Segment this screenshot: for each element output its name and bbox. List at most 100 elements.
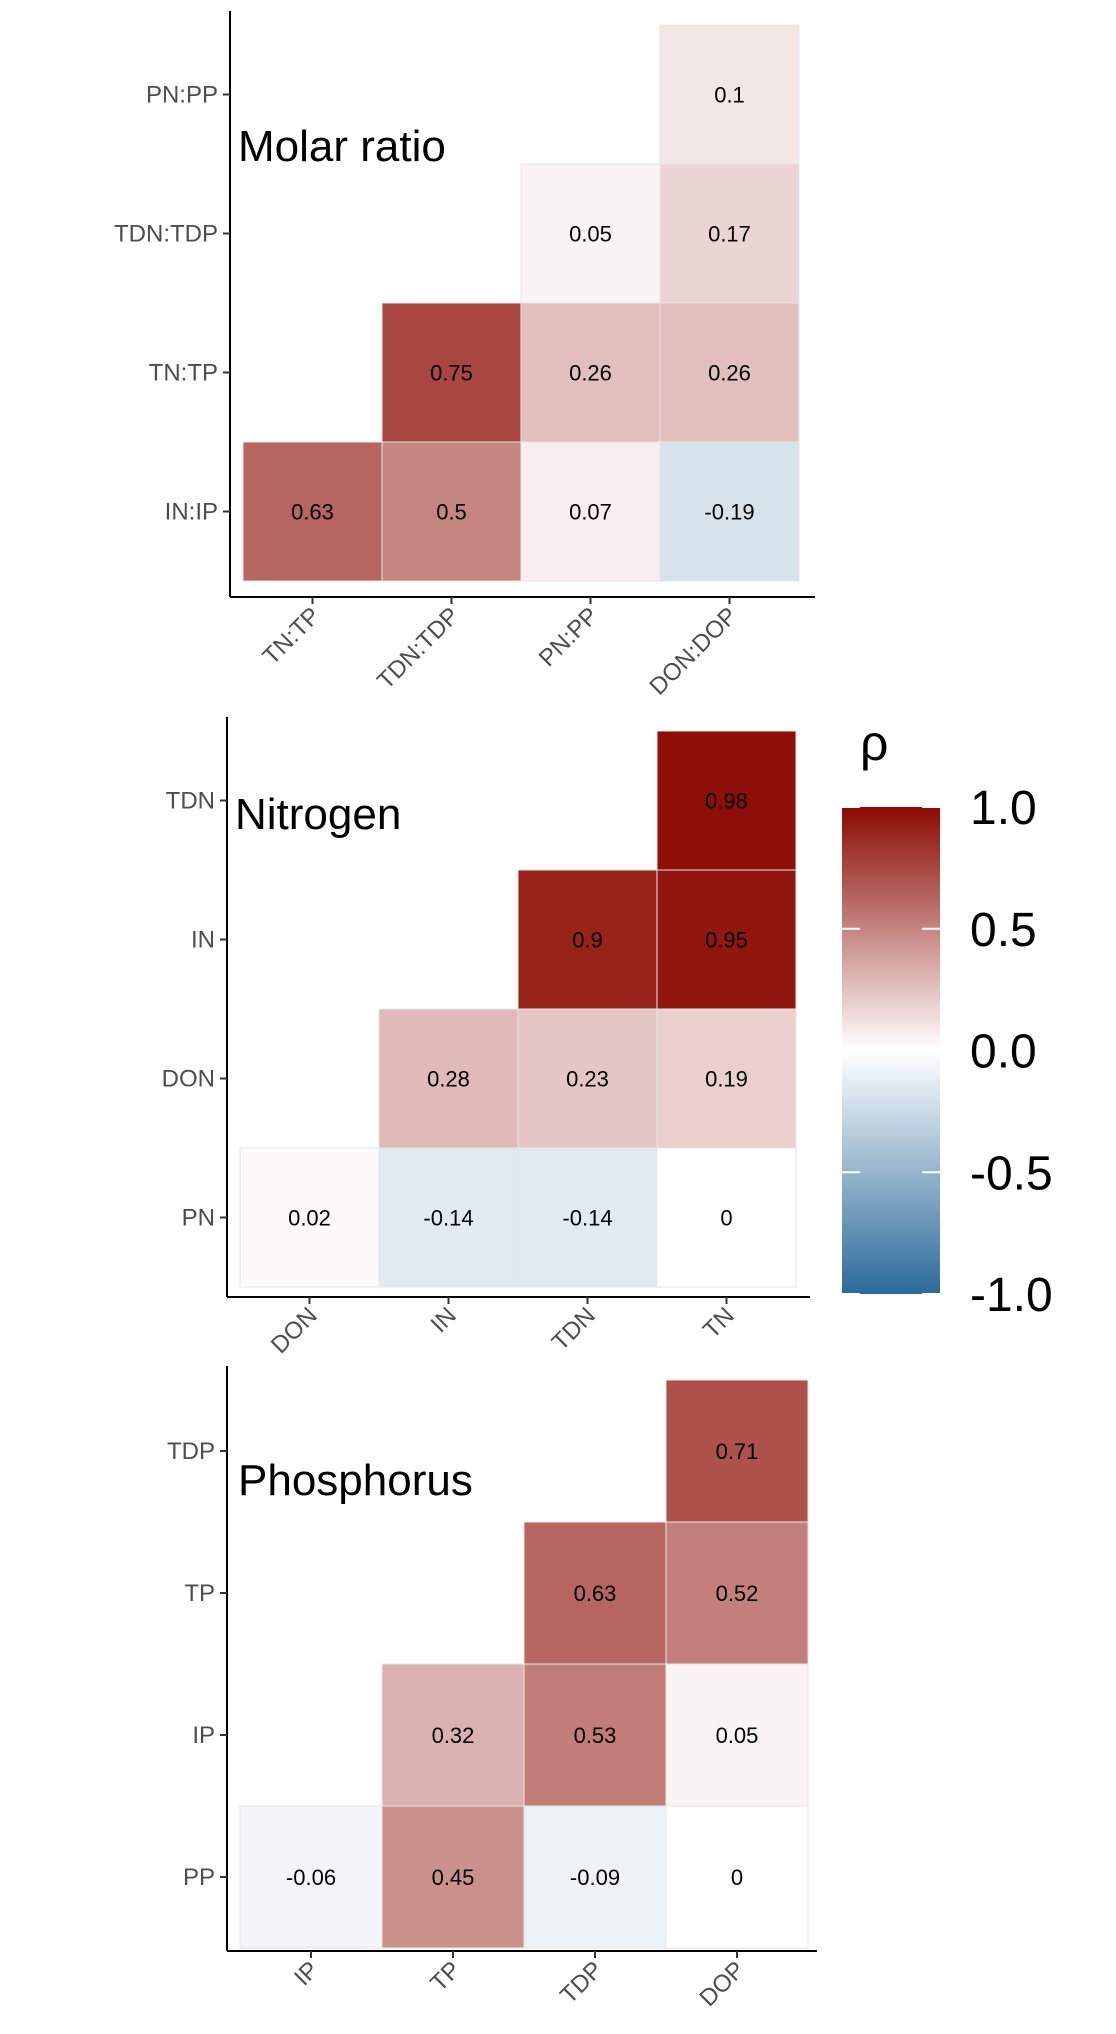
x-tick-label-tn-tp: TN:TP: [258, 602, 326, 670]
molar-ratio-cells: 0.63 0.5 0.07 -0.19 0.75 0.26 0.26 0.05 0.17 0.1: [242, 24, 800, 582]
heatmap-cell-tdn-tdp-tn-tp: [381, 302, 522, 443]
cell-value-label: 0: [720, 1206, 732, 1231]
heatmap-cell-in-don: [378, 1008, 519, 1149]
legend-tick-label: 0.0: [970, 1026, 1037, 1079]
y-tick-label-pn-pp: PN:PP: [146, 82, 218, 109]
x-tick-label-ip: IP: [289, 1956, 324, 1991]
heatmap-cell-tdp-ip: [523, 1663, 667, 1807]
x-tick-label-don-dop: DON:DOP: [644, 602, 742, 700]
y-tick-label-pn: PN: [182, 1205, 215, 1232]
cell-value-label: 0: [731, 1865, 743, 1890]
legend-title: ρ: [860, 715, 888, 771]
heatmap-cell-tn-in: [656, 869, 797, 1010]
cell-value-label: 0.75: [430, 361, 473, 386]
cell-value-label: 0.26: [708, 361, 751, 386]
heatmap-cell-pn-pp-tdn-tdp: [520, 163, 661, 304]
cell-value-label: -0.14: [562, 1206, 612, 1231]
y-tick-label-ip: IP: [192, 1722, 215, 1749]
color-legend: ρ 1.0 0.5 0.0 -0.5 -1.0: [842, 715, 1053, 1322]
cell-value-label: -0.14: [423, 1206, 473, 1231]
heatmap-cell-tn-pn: [656, 1147, 797, 1288]
cell-value-label: 0.05: [716, 1723, 759, 1748]
cell-value-label: 0.17: [708, 222, 751, 247]
x-tick-label-tp: TP: [425, 1956, 466, 1997]
panel-molar-ratio: 0.63 0.5 0.07 -0.190.75 0.26 0.260.05 0.170.1 …: [114, 11, 815, 700]
x-tick-label-tdp: TDP: [555, 1956, 608, 2009]
y-tick-label-tn-tp: TN:TP: [149, 360, 218, 387]
x-tick-label-tdn: TDN: [547, 1302, 601, 1356]
panel-title-phosphorus: Phosphorus: [238, 1456, 473, 1505]
heatmap-cell-dop-tdp: [665, 1379, 809, 1523]
cell-value-label: -0.09: [570, 1865, 620, 1890]
cell-value-label: 0.07: [569, 500, 612, 525]
y-tick-label-tdp: TDP: [167, 1438, 215, 1465]
panel-title-nitrogen: Nitrogen: [235, 790, 401, 839]
heatmap-cell-don-dop-in-ip: [659, 441, 800, 582]
heatmap-cell-tp-pp: [381, 1805, 525, 1949]
heatmap-cell-don-dop-tn-tp: [659, 302, 800, 443]
x-tick-label-dop: DOP: [694, 1956, 750, 2012]
legend-tick-label: 1.0: [970, 782, 1037, 835]
phosphorus-cells: -0.06 0.45 -0.09 0 0.32 0.53 0.05 0.63 0.52 0.71: [239, 1379, 809, 1949]
cell-value-label: 0.45: [432, 1865, 475, 1890]
heatmap-cell-tdn-tdp-in-ip: [381, 441, 522, 582]
panel-title-molar-ratio: Molar ratio: [238, 122, 446, 171]
cell-value-label: 0.71: [716, 1439, 759, 1464]
heatmap-cell-in-pn: [378, 1147, 519, 1288]
cell-value-label: 0.63: [574, 1581, 617, 1606]
y-tick-label-don: DON: [162, 1066, 215, 1093]
heatmap-cell-tn-tdn: [656, 730, 797, 871]
y-tick-label-tp: TP: [184, 1580, 215, 1607]
cell-value-label: 0.5: [436, 500, 467, 525]
cell-value-label: -0.19: [704, 500, 754, 525]
heatmap-cell-dop-pp: [665, 1805, 809, 1949]
legend-tick-label: -0.5: [970, 1147, 1053, 1200]
cell-value-label: 0.52: [716, 1581, 759, 1606]
cell-value-label: 0.32: [432, 1723, 475, 1748]
x-tick-label-tn: TN: [698, 1302, 740, 1344]
heatmap-cell-don-dop-pn-pp: [659, 24, 800, 165]
panel-phosphorus: -0.06 0.45 -0.09 00.32 0.53 0.050.63 0.520.71 …: [167, 1366, 817, 2012]
heatmap-cell-ip-pp: [239, 1805, 383, 1949]
heatmap-cell-tdn-don: [517, 1008, 658, 1149]
y-tick-label-in-ip: IN:IP: [165, 499, 218, 526]
cell-value-label: 0.28: [427, 1067, 470, 1092]
cell-value-label: 0.98: [705, 789, 748, 814]
y-tick-label-in: IN: [191, 927, 215, 954]
x-tick-label-pn-pp: PN:PP: [534, 602, 604, 672]
y-tick-label-tdn-tdp: TDN:TDP: [114, 221, 218, 248]
heatmap-cell-don-pn: [239, 1147, 380, 1288]
x-tick-label-in: IN: [426, 1302, 462, 1338]
heatmap-cell-dop-ip: [665, 1663, 809, 1807]
heatmap-cell-tn-don: [656, 1008, 797, 1149]
cell-value-label: 0.1: [714, 83, 745, 108]
legend-tick-label: 0.5: [970, 904, 1037, 957]
cell-value-label: 0.95: [705, 928, 748, 953]
panel-nitrogen: 0.02 -0.14 -0.14 0 0.28 0.23 0.19 0.9 0.95 0.98 N…: [162, 717, 810, 1359]
y-tick-label-tdn: TDN: [166, 788, 215, 815]
heatmap-cell-pn-pp-tn-tp: [520, 302, 661, 443]
cell-value-label: 0.63: [291, 500, 334, 525]
y-tick-label-pp: PP: [183, 1864, 215, 1891]
heatmap-cell-tp-ip: [381, 1663, 525, 1807]
nitrogen-cells: 0.02 -0.14 -0.14 0 0.28 0.23 0.19 0.9 0.95 0.98: [239, 730, 797, 1288]
cell-value-label: 0.02: [288, 1206, 331, 1231]
x-tick-label-don: DON: [266, 1302, 323, 1359]
legend-ticks: 1.0 0.5 0.0 -0.5 -1.0: [842, 782, 1053, 1322]
legend-tick-label: -1.0: [970, 1269, 1053, 1322]
heatmap-cell-dop-tp: [665, 1521, 809, 1665]
cell-value-label: 0.26: [569, 361, 612, 386]
cell-value-label: 0.9: [572, 928, 603, 953]
heatmap-cell-tdn-in: [517, 869, 658, 1010]
cell-value-label: 0.53: [574, 1723, 617, 1748]
x-tick-label-tdn-tdp: TDN:TDP: [372, 602, 465, 695]
heatmap-cell-tdn-pn: [517, 1147, 658, 1288]
heatmap-cell-tdp-pp: [523, 1805, 667, 1949]
cell-value-label: 0.05: [569, 222, 612, 247]
cell-value-label: 0.23: [566, 1067, 609, 1092]
heatmap-cell-tn-tp-in-ip: [242, 441, 383, 582]
heatmap-cell-tdp-tp: [523, 1521, 667, 1665]
cell-value-label: 0.19: [705, 1067, 748, 1092]
heatmap-cell-don-dop-tdn-tdp: [659, 163, 800, 304]
